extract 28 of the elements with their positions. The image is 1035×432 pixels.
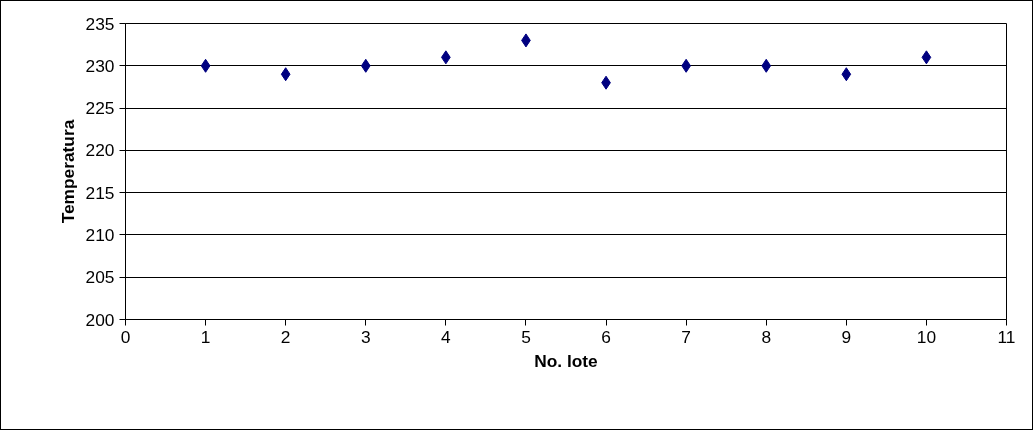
x-tick-label: 10 xyxy=(916,326,937,347)
point xyxy=(921,50,932,65)
y-tick-label: 235 xyxy=(85,13,115,34)
y-tick-label: 205 xyxy=(85,267,115,288)
x-tick-label: 1 xyxy=(200,326,211,347)
x-tick-label: 4 xyxy=(441,326,452,347)
y-tick-label: 230 xyxy=(85,55,115,76)
y-axis-title: Temperatura xyxy=(57,119,78,224)
point xyxy=(280,67,291,82)
y-tick-label: 200 xyxy=(85,309,115,330)
y-tick-label: 215 xyxy=(85,182,115,203)
x-tick-label: 2 xyxy=(280,326,291,347)
point xyxy=(360,58,371,73)
x-tick-label: 5 xyxy=(521,326,531,347)
point xyxy=(200,58,211,73)
x-tick-label: 9 xyxy=(841,326,852,347)
point xyxy=(761,58,772,73)
x-tick-label: 6 xyxy=(601,326,611,347)
x-tick-label: 0 xyxy=(120,326,131,347)
y-tick-label: 220 xyxy=(85,140,115,161)
x-tick-label: 11 xyxy=(997,326,1016,347)
y-tick-label: 210 xyxy=(85,224,115,245)
y-tick-label: 225 xyxy=(85,98,115,119)
x-tick-label: 8 xyxy=(761,326,772,347)
x-axis-title: No. lote xyxy=(534,350,599,371)
x-tick-label: 7 xyxy=(681,326,691,347)
x-tick-label: 3 xyxy=(360,326,371,347)
point xyxy=(841,67,852,82)
